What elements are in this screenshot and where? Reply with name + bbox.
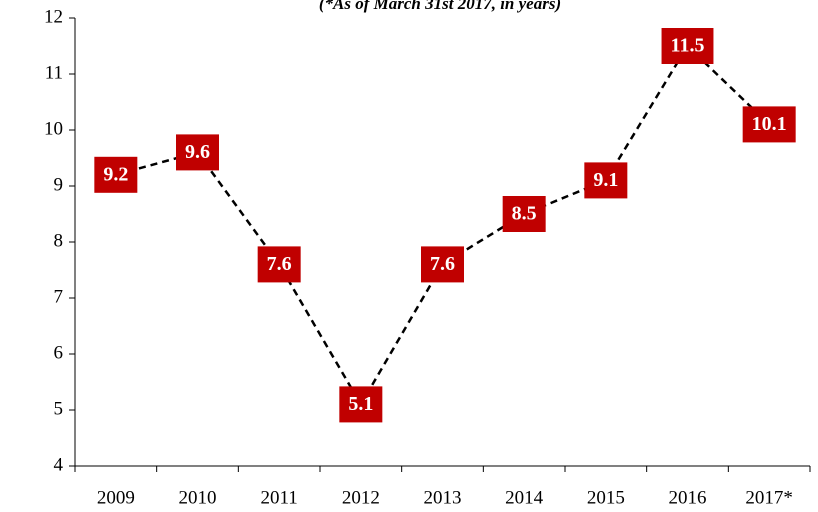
value-label: 9.2: [103, 163, 128, 185]
value-label-box: [421, 246, 464, 283]
y-tick-label: 5: [54, 398, 64, 419]
y-tick-label: 12: [44, 6, 63, 27]
x-tick-label: 2017*: [745, 487, 793, 508]
y-tick-label: 6: [54, 342, 64, 363]
x-tick-label: 2014: [505, 487, 544, 508]
y-tick-label: 7: [54, 286, 64, 307]
value-label-box: [742, 106, 796, 143]
x-tick-label: 2016: [669, 487, 707, 508]
value-label: 10.1: [752, 113, 787, 135]
value-label: 9.6: [185, 141, 210, 163]
x-tick-label: 2010: [179, 487, 217, 508]
value-label: 11.5: [671, 35, 705, 57]
x-tick-label: 2009: [97, 487, 135, 508]
x-tick-label: 2013: [424, 487, 462, 508]
x-tick-label: 2012: [342, 487, 380, 508]
value-label: 9.1: [593, 169, 618, 191]
value-label-box: [176, 134, 219, 171]
value-label-box: [94, 156, 138, 193]
value-label-box: [502, 196, 546, 232]
value-label-box: [584, 162, 628, 199]
y-tick-label: 9: [54, 174, 64, 195]
value-label-box: [339, 386, 383, 423]
x-tick-label: 2015: [587, 487, 625, 508]
value-label-box: [661, 28, 714, 64]
value-label-box: [257, 246, 301, 283]
y-tick-label: 8: [54, 230, 64, 251]
y-tick-label: 11: [45, 62, 63, 83]
value-label: 8.5: [512, 203, 537, 225]
chart-subtitle: (*As of March 31st 2017, in years): [319, 0, 561, 13]
value-label: 5.1: [348, 393, 373, 415]
value-label: 7.6: [267, 253, 292, 275]
data-line: [115, 44, 771, 407]
x-tick-label: 2011: [261, 487, 298, 508]
y-tick-label: 4: [54, 454, 64, 475]
y-tick-label: 10: [44, 118, 63, 139]
value-label: 7.6: [430, 253, 455, 275]
